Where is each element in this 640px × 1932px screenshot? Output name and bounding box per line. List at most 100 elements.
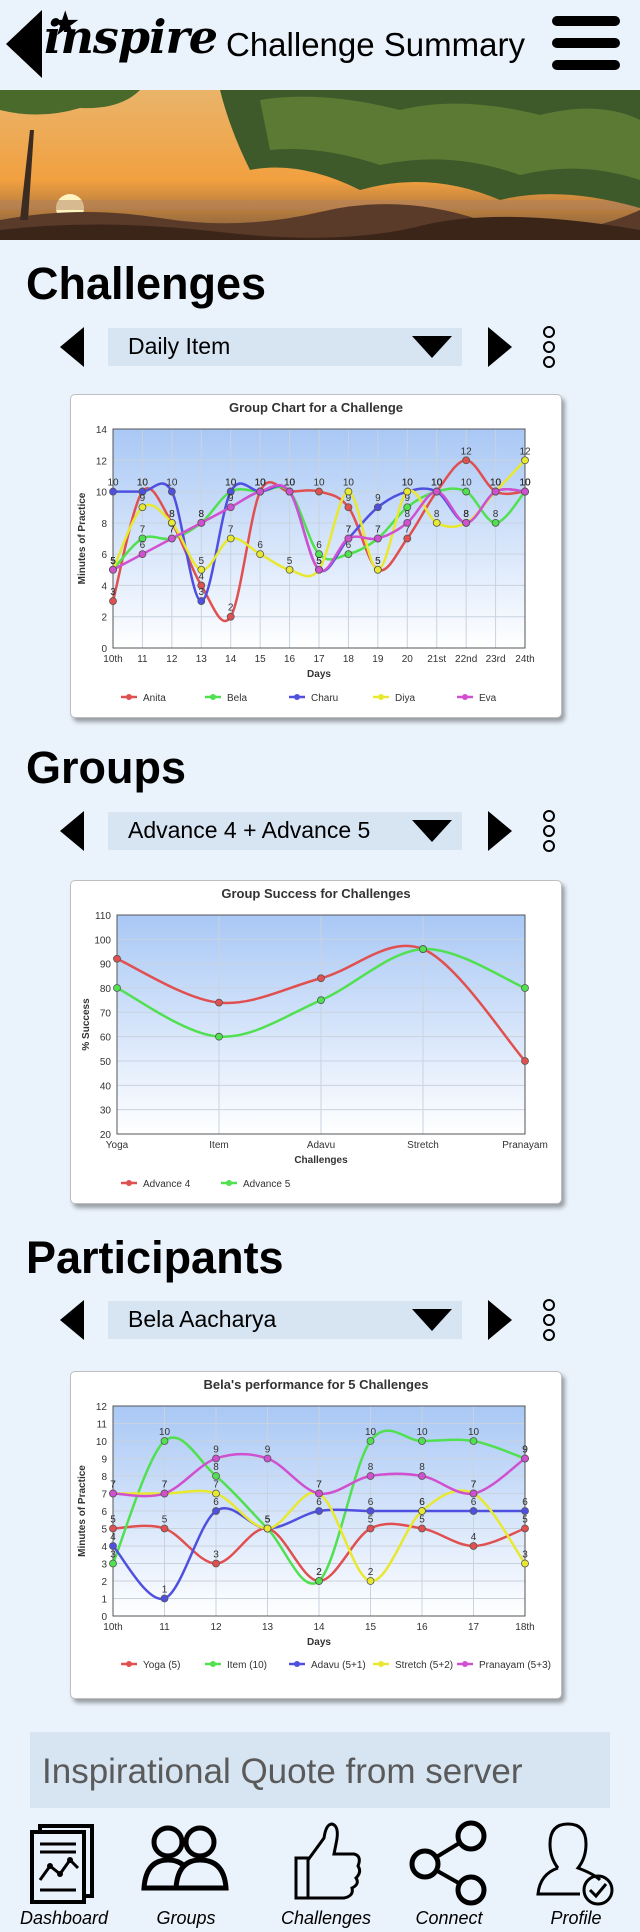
- data-point: [521, 487, 529, 496]
- data-label: 5: [316, 556, 322, 567]
- data-point: [462, 487, 471, 496]
- data-label: 2: [316, 1567, 322, 1578]
- data-label: 10: [159, 1427, 171, 1438]
- legend-label: Advance 4: [143, 1179, 191, 1190]
- data-label: 8: [463, 509, 469, 520]
- data-label: 10: [468, 1427, 480, 1438]
- quote-box: Inspirational Quote from server: [30, 1732, 610, 1808]
- data-label: 10: [255, 478, 267, 489]
- groups-prev-arrow-icon[interactable]: [60, 811, 84, 851]
- nav-challenges[interactable]: Challenges: [262, 1812, 390, 1932]
- challenges-dropdown-value: Daily Item: [128, 333, 231, 359]
- legend-label: Advance 5: [243, 1179, 291, 1190]
- data-point: [109, 1559, 117, 1568]
- data-point: [366, 1437, 375, 1445]
- data-point: [226, 503, 235, 512]
- data-point: [226, 612, 235, 621]
- data-label: 6: [257, 540, 263, 551]
- legend-label: Bela: [227, 693, 247, 704]
- y-tick-label: 110: [95, 911, 111, 922]
- data-point: [469, 1507, 478, 1515]
- data-label: 10: [490, 478, 502, 489]
- data-point: [315, 487, 323, 496]
- data-label: 10: [225, 478, 237, 489]
- data-label: 10: [431, 478, 443, 489]
- data-label: 8: [199, 509, 205, 520]
- y-axis-label: Minutes of Practice: [77, 1465, 88, 1557]
- challenges-dropdown[interactable]: Daily Item: [108, 328, 462, 366]
- data-label: 10: [225, 478, 237, 489]
- data-point: [373, 534, 382, 543]
- data-label: 7: [169, 525, 175, 536]
- data-label: 10: [255, 478, 267, 489]
- challenges-prev-arrow-icon[interactable]: [60, 327, 84, 367]
- groups-more-icon[interactable]: [543, 810, 557, 854]
- data-label: 10: [402, 478, 414, 489]
- data-label: 6: [140, 540, 146, 551]
- challenges-more-icon[interactable]: [543, 326, 557, 370]
- series-line: [111, 459, 526, 578]
- groups-dropdown-value: Advance 4 + Advance 5: [128, 817, 371, 843]
- data-label: 5: [265, 1515, 271, 1526]
- data-label: 7: [405, 525, 411, 536]
- data-label: 10: [137, 478, 149, 489]
- legend-marker: [210, 694, 216, 700]
- x-tick-label: 10th: [103, 1622, 122, 1633]
- data-label: 7: [162, 1480, 168, 1491]
- data-point: [491, 518, 500, 527]
- x-tick-label: 15: [365, 1622, 377, 1633]
- nav-groups[interactable]: Groups: [122, 1812, 250, 1932]
- y-tick-label: 2: [101, 1577, 107, 1588]
- y-tick-label: 8: [101, 519, 107, 530]
- data-point: [419, 945, 427, 953]
- plot-border: [116, 914, 526, 1135]
- data-point: [344, 487, 353, 496]
- data-point: [197, 518, 206, 527]
- groups-next-arrow-icon[interactable]: [488, 811, 512, 851]
- star-icon: ★: [50, 5, 81, 43]
- nav-connect[interactable]: Connect: [385, 1812, 513, 1932]
- data-label: 10: [365, 1427, 377, 1438]
- data-label: 8: [213, 1462, 219, 1473]
- data-point: [315, 565, 323, 574]
- data-label: 2: [316, 1567, 322, 1578]
- y-tick-label: 8: [101, 1472, 107, 1483]
- data-point: [113, 954, 121, 963]
- nav-dashboard[interactable]: Dashboard: [0, 1812, 128, 1932]
- groups-dropdown[interactable]: Advance 4 + Advance 5: [108, 812, 462, 850]
- y-tick-label: 1: [101, 1595, 107, 1606]
- x-tick-label: 14: [313, 1622, 325, 1633]
- x-tick-label: 16: [416, 1622, 428, 1633]
- hamburger-menu-icon[interactable]: [552, 16, 620, 76]
- participants-prev-arrow-icon[interactable]: [60, 1300, 84, 1340]
- data-label: 8: [199, 509, 205, 520]
- data-label: 7: [162, 1480, 168, 1491]
- data-point: [521, 984, 529, 992]
- data-point: [109, 1542, 117, 1550]
- back-arrow-icon[interactable]: [6, 10, 42, 78]
- participants-next-arrow-icon[interactable]: [488, 1300, 512, 1340]
- x-tick-label: 13: [262, 1622, 274, 1633]
- legend-marker: [378, 1661, 384, 1667]
- data-label: 7: [316, 1480, 322, 1491]
- nav-profile[interactable]: Profile: [512, 1812, 640, 1932]
- data-label: 10: [461, 478, 473, 489]
- data-point: [212, 1559, 220, 1568]
- data-label: 10: [284, 478, 296, 489]
- challenges-next-arrow-icon[interactable]: [488, 327, 512, 367]
- legend-marker: [294, 694, 300, 700]
- participants-dropdown[interactable]: Bela Aacharya: [108, 1301, 462, 1339]
- x-tick-label: 20: [402, 654, 414, 665]
- data-label: 5: [375, 556, 381, 567]
- data-label: 10: [284, 478, 296, 489]
- x-tick-label: Adavu: [307, 1140, 335, 1151]
- data-point: [366, 1507, 375, 1515]
- participants-more-icon[interactable]: [543, 1299, 557, 1343]
- data-point: [373, 565, 382, 574]
- data-label: 7: [346, 525, 352, 536]
- legend-label: Anita: [143, 693, 166, 704]
- legend-marker: [378, 694, 384, 700]
- app-logo: inspire: [44, 10, 218, 64]
- data-label: 5: [110, 556, 116, 567]
- data-label: 7: [375, 525, 381, 536]
